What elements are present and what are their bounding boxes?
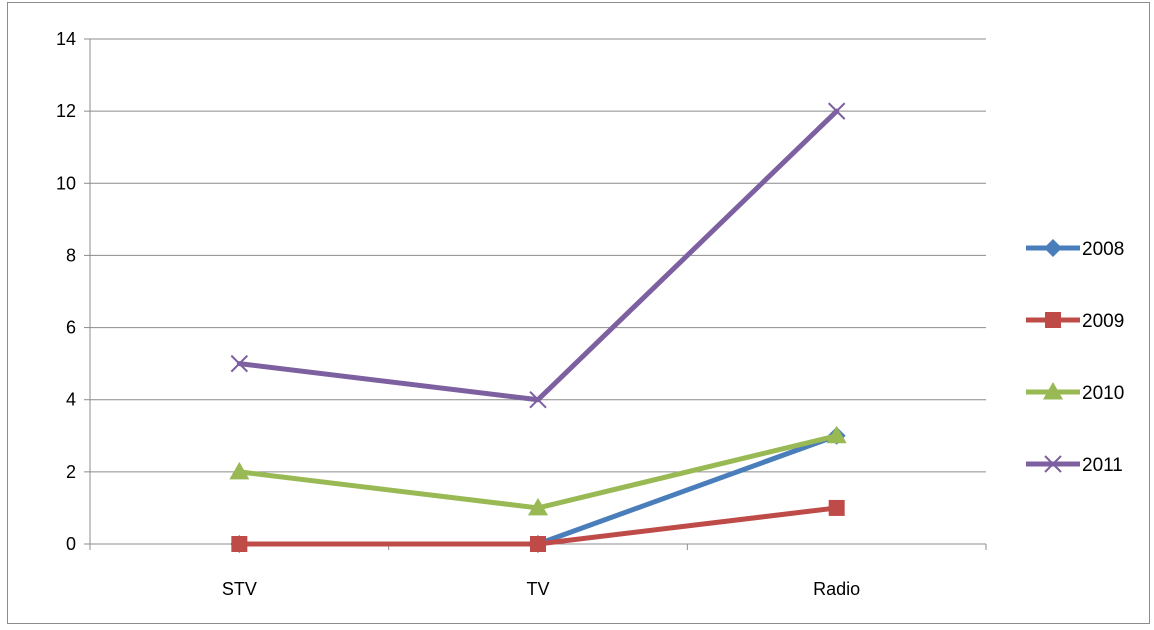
gridlines bbox=[90, 38, 986, 473]
line-chart: 0 2 4 6 8 10 12 14 STV TV Radio 2008 2009 2010 2011 bbox=[56, 29, 1124, 599]
legend-marker bbox=[1045, 312, 1061, 328]
legend-item-2010: 2010 bbox=[1026, 382, 1124, 404]
series-lines bbox=[229, 102, 847, 553]
tick-labels: 0 2 4 6 8 10 12 14 STV TV Radio bbox=[56, 29, 860, 599]
legend-marker bbox=[1044, 455, 1062, 473]
legend-item-2011: 2011 bbox=[1026, 455, 1123, 476]
y-tick-label: 10 bbox=[56, 173, 76, 193]
y-tick-label: 6 bbox=[66, 318, 76, 338]
legend-item-2008: 2008 bbox=[1026, 239, 1124, 260]
data-point bbox=[231, 536, 248, 552]
data-point bbox=[828, 499, 845, 516]
y-tick-label: 14 bbox=[56, 29, 76, 49]
data-point bbox=[530, 536, 546, 552]
x-tick-label: STV bbox=[222, 579, 257, 599]
y-tick-label: 0 bbox=[66, 534, 76, 554]
data-point bbox=[528, 497, 548, 516]
data-point bbox=[230, 354, 249, 373]
y-tick-label: 2 bbox=[66, 462, 76, 482]
y-tick-label: 12 bbox=[56, 101, 76, 121]
series-2010 bbox=[229, 425, 847, 516]
legend-item-2009: 2009 bbox=[1026, 311, 1124, 332]
data-point bbox=[826, 425, 847, 444]
legend-label: 2011 bbox=[1082, 455, 1123, 476]
y-tick-label: 8 bbox=[66, 245, 76, 265]
legend-label: 2010 bbox=[1082, 383, 1124, 404]
legend-marker bbox=[1043, 382, 1063, 400]
series-2011 bbox=[230, 102, 846, 409]
legend: 2008 2009 2010 2011 bbox=[1026, 239, 1124, 476]
x-tick-label: Radio bbox=[813, 579, 860, 599]
axes bbox=[84, 38, 987, 550]
x-tick-label: TV bbox=[526, 579, 549, 599]
chart-area: 0 2 4 6 8 10 12 14 STV TV Radio 2008 2009 2010 2011 bbox=[7, 2, 1150, 624]
series-line bbox=[236, 433, 840, 547]
legend-label: 2008 bbox=[1082, 239, 1124, 260]
legend-label: 2009 bbox=[1082, 311, 1124, 332]
legend-marker bbox=[1044, 239, 1062, 257]
series-2009 bbox=[231, 499, 845, 552]
data-point bbox=[827, 102, 846, 120]
data-point bbox=[529, 391, 547, 409]
data-point bbox=[229, 461, 250, 480]
series-2008 bbox=[230, 426, 846, 553]
y-tick-label: 4 bbox=[66, 390, 76, 410]
